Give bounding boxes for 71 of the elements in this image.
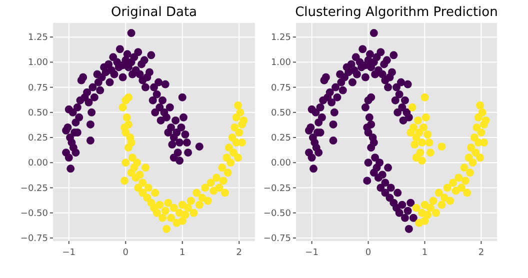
y-tick-label: 1.25 [28, 33, 48, 44]
point [410, 140, 419, 149]
y-tick-label: 0.75 [28, 83, 48, 94]
y-tick-label: 1.00 [28, 58, 48, 68]
point [482, 116, 490, 124]
y-tick-label: 0.00 [270, 158, 292, 169]
point [429, 196, 438, 205]
x-tick-label: 2 [236, 248, 242, 258]
point [418, 138, 426, 147]
point [408, 103, 416, 112]
point [416, 148, 424, 157]
point [420, 93, 429, 102]
y-tick-label: −0.25 [20, 184, 48, 194]
point [476, 101, 484, 110]
x-tick-label: 2 [478, 248, 484, 258]
y-tick-label: 0.25 [28, 134, 48, 144]
point [438, 200, 446, 209]
point [425, 138, 434, 147]
point [443, 184, 452, 192]
point [414, 116, 422, 124]
point [420, 216, 429, 225]
point [446, 196, 454, 205]
y-tick-label: 1.00 [270, 58, 292, 68]
point [409, 123, 418, 132]
point [467, 144, 476, 152]
point [420, 123, 428, 132]
y-tick-label: 0.50 [28, 108, 48, 118]
point [470, 134, 478, 142]
point [432, 208, 440, 217]
x-tick-label: 0 [122, 248, 129, 258]
point [457, 184, 466, 192]
point [434, 188, 443, 197]
point [438, 142, 446, 151]
point [424, 210, 432, 219]
point [478, 108, 486, 116]
y-tick-label: −0.50 [20, 208, 48, 219]
y-tick-label: 0.75 [270, 83, 291, 94]
point [418, 156, 426, 165]
y-tick-label: −0.75 [263, 234, 291, 244]
x-tick-label: 0 [365, 248, 372, 258]
y-tick-label: 1.25 [270, 33, 291, 44]
x-tick-label: 1 [422, 248, 428, 258]
point [426, 204, 434, 212]
point [412, 204, 420, 212]
y-tick-label: 0.25 [270, 134, 291, 144]
point [468, 158, 477, 167]
x-tick-label: 1 [180, 248, 186, 258]
point [472, 123, 481, 132]
point [426, 148, 434, 157]
y-tick-label: 0.50 [270, 108, 292, 118]
x-tick-label: −1 [305, 248, 318, 258]
x-tick-label: −1 [62, 248, 76, 258]
point [463, 188, 472, 197]
chart-title: Original Data [110, 5, 198, 20]
point [415, 128, 424, 136]
point [476, 154, 484, 162]
y-tick-label: −0.75 [20, 234, 48, 244]
point [466, 168, 474, 177]
y-tick-label: 0.00 [28, 158, 48, 169]
point [474, 138, 482, 147]
point [472, 148, 480, 157]
point [424, 130, 432, 139]
point [422, 113, 430, 122]
y-tick-label: −0.25 [263, 184, 291, 194]
chart-title: Clustering Algorithm Prediction [295, 5, 498, 20]
point [460, 164, 468, 172]
point [461, 176, 470, 185]
y-tick-label: −0.50 [263, 208, 292, 219]
point [454, 174, 463, 182]
point [448, 178, 457, 187]
point [477, 128, 486, 136]
